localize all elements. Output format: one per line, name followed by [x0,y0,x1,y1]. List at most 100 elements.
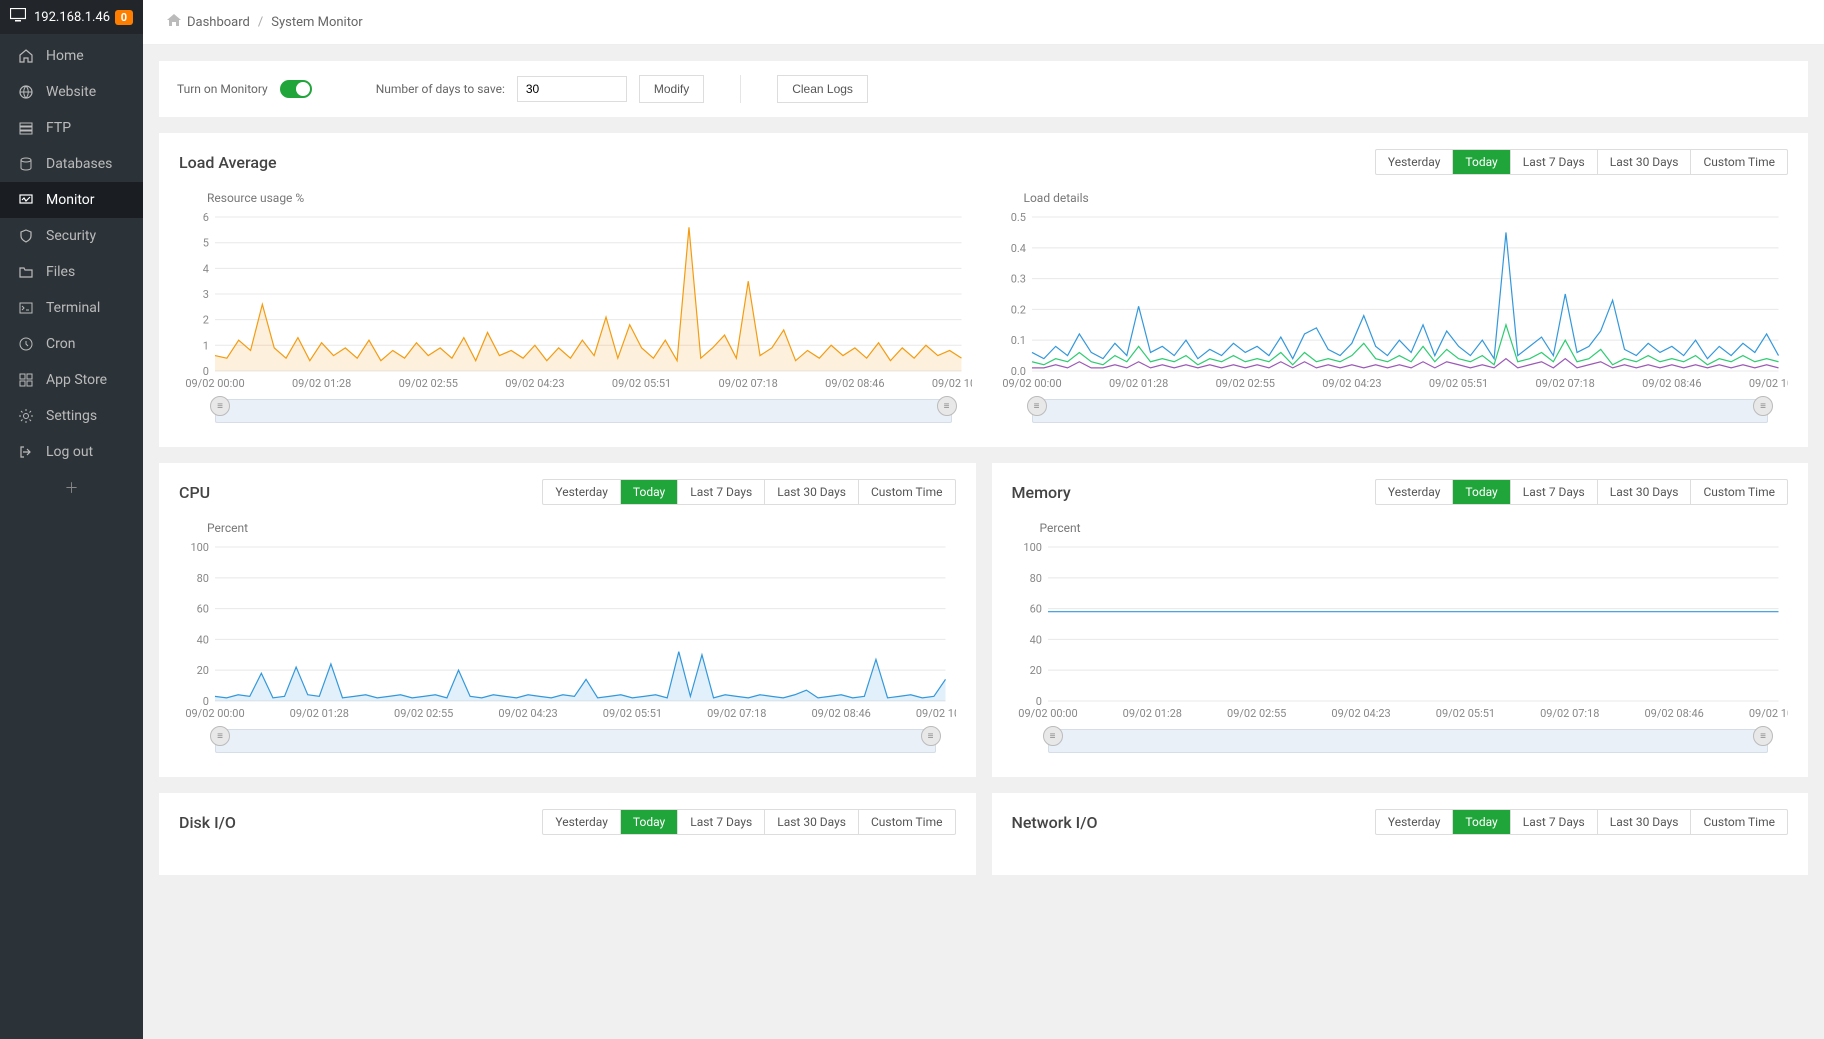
card-network-io: Network I/O YesterdayTodayLast 7 DaysLas… [992,793,1809,875]
svg-text:09/02 05:51: 09/02 05:51 [612,377,671,390]
time-tab-last-7-days[interactable]: Last 7 Days [1511,150,1598,174]
svg-text:0.4: 0.4 [1010,242,1025,255]
time-tab-last-7-days[interactable]: Last 7 Days [1511,480,1598,504]
clean-logs-button[interactable]: Clean Logs [777,75,868,103]
days-input[interactable] [517,76,627,102]
sidebar: 192.168.1.46 0 Home WebsiteFTPDatabases Mo… [0,0,143,1039]
sidebar-item-app-store[interactable]: App Store [0,362,143,398]
nav-label: Settings [46,408,97,424]
svg-text:100: 100 [190,541,209,554]
sidebar-item-website[interactable]: Website [0,74,143,110]
time-tab-today[interactable]: Today [621,480,678,504]
time-tab-yesterday[interactable]: Yesterday [1376,810,1454,834]
time-tab-custom-time[interactable]: Custom Time [1691,810,1787,834]
svg-text:09/02 04:23: 09/02 04:23 [505,377,564,390]
time-tab-today[interactable]: Today [621,810,678,834]
svg-text:80: 80 [1029,572,1041,585]
sidebar-item-files[interactable]: Files [0,254,143,290]
nav-label: Terminal [46,300,100,316]
time-tabs-memory: YesterdayTodayLast 7 DaysLast 30 DaysCus… [1375,479,1788,505]
chart-resource-usage: Resource usage % 012345609/02 00:0009/02… [179,191,972,423]
chart-zoom-slider[interactable]: ≡≡ [1048,729,1769,753]
settings-icon [18,408,34,424]
svg-text:0.1: 0.1 [1010,334,1025,347]
notification-badge[interactable]: 0 [115,10,133,25]
svg-text:09/02 08:46: 09/02 08:46 [811,707,870,720]
svg-text:09/02 05:51: 09/02 05:51 [603,707,662,720]
breadcrumb-root[interactable]: Dashboard [187,15,250,30]
divider [740,75,741,103]
svg-text:09/02 05:51: 09/02 05:51 [1435,707,1494,720]
sidebar-item-monitor[interactable]: Monitor [0,182,143,218]
sidebar-header: 192.168.1.46 0 [0,0,143,34]
sidebar-add-button[interactable]: ＋ [0,470,143,506]
time-tab-last-30-days[interactable]: Last 30 Days [1598,480,1692,504]
svg-text:0.2: 0.2 [1010,303,1025,316]
nav-label: Monitor [46,192,95,208]
server-ip: 192.168.1.46 [34,10,115,25]
svg-text:09/02 00:00: 09/02 00:00 [185,707,244,720]
time-tabs-cpu: YesterdayTodayLast 7 DaysLast 30 DaysCus… [542,479,955,505]
time-tabs-net: YesterdayTodayLast 7 DaysLast 30 DaysCus… [1375,809,1788,835]
sidebar-item-cron[interactable]: Cron [0,326,143,362]
time-tab-last-30-days[interactable]: Last 30 Days [765,480,859,504]
chart-svg: 02040608010009/02 00:0009/02 01:2809/02 … [179,541,956,721]
svg-text:09/02 04:23: 09/02 04:23 [498,707,557,720]
time-tab-last-30-days[interactable]: Last 30 Days [1598,810,1692,834]
svg-text:60: 60 [197,603,209,616]
time-tab-yesterday[interactable]: Yesterday [1376,480,1454,504]
time-tab-last-7-days[interactable]: Last 7 Days [1511,810,1598,834]
modify-button[interactable]: Modify [639,75,704,103]
time-tab-yesterday[interactable]: Yesterday [543,480,621,504]
time-tab-today[interactable]: Today [1453,150,1510,174]
time-tab-custom-time[interactable]: Custom Time [1691,480,1787,504]
chart-svg: 0.00.10.20.30.40.509/02 00:0009/02 01:28… [996,211,1789,391]
svg-text:09/02 10:14: 09/02 10:14 [932,377,972,390]
time-tab-yesterday[interactable]: Yesterday [1376,150,1454,174]
sidebar-item-security[interactable]: Security [0,218,143,254]
svg-text:09/02 01:28: 09/02 01:28 [290,707,349,720]
svg-text:09/02 10:14: 09/02 10:14 [916,707,956,720]
svg-text:09/02 01:28: 09/02 01:28 [1122,707,1181,720]
chart-load-details: Load details 0.00.10.20.30.40.509/02 00:… [996,191,1789,423]
time-tab-last-7-days[interactable]: Last 7 Days [678,810,765,834]
time-tab-last-30-days[interactable]: Last 30 Days [765,810,859,834]
days-label: Number of days to save: [376,82,505,96]
chart-zoom-slider[interactable]: ≡≡ [215,729,936,753]
svg-text:1: 1 [203,339,209,352]
chart-zoom-slider[interactable]: ≡≡ [1032,399,1769,423]
monitor-toggle[interactable] [280,80,312,98]
time-tab-custom-time[interactable]: Custom Time [1691,150,1787,174]
db-icon [18,156,34,172]
computer-icon [10,8,26,26]
chart-subtitle: Percent [207,521,956,535]
svg-text:09/02 00:00: 09/02 00:00 [1018,707,1077,720]
sidebar-item-home[interactable]: Home [0,38,143,74]
time-tab-custom-time[interactable]: Custom Time [859,810,955,834]
svg-text:09/02 07:18: 09/02 07:18 [707,707,766,720]
monitor-toggle-label: Turn on Monitory [177,82,268,96]
svg-text:09/02 00:00: 09/02 00:00 [185,377,244,390]
sidebar-item-log-out[interactable]: Log out [0,434,143,470]
time-tabs-disk: YesterdayTodayLast 7 DaysLast 30 DaysCus… [542,809,955,835]
sidebar-item-ftp[interactable]: FTP [0,110,143,146]
chart-zoom-slider[interactable]: ≡≡ [215,399,952,423]
nav-label: Security [46,228,96,244]
svg-text:3: 3 [203,288,209,301]
breadcrumb-current: System Monitor [271,15,362,30]
svg-text:09/02 10:14: 09/02 10:14 [1748,377,1788,390]
sidebar-item-settings[interactable]: Settings [0,398,143,434]
svg-text:09/02 07:18: 09/02 07:18 [1540,707,1599,720]
nav-label: Home [46,48,84,64]
time-tab-custom-time[interactable]: Custom Time [859,480,955,504]
svg-text:09/02 07:18: 09/02 07:18 [1535,377,1594,390]
time-tab-yesterday[interactable]: Yesterday [543,810,621,834]
time-tab-today[interactable]: Today [1453,810,1510,834]
time-tab-last-7-days[interactable]: Last 7 Days [678,480,765,504]
svg-text:40: 40 [1029,633,1041,646]
time-tab-today[interactable]: Today [1453,480,1510,504]
time-tab-last-30-days[interactable]: Last 30 Days [1598,150,1692,174]
sidebar-item-terminal[interactable]: Terminal [0,290,143,326]
card-load-average: Load Average YesterdayTodayLast 7 DaysLa… [159,133,1808,447]
sidebar-item-databases[interactable]: Databases [0,146,143,182]
